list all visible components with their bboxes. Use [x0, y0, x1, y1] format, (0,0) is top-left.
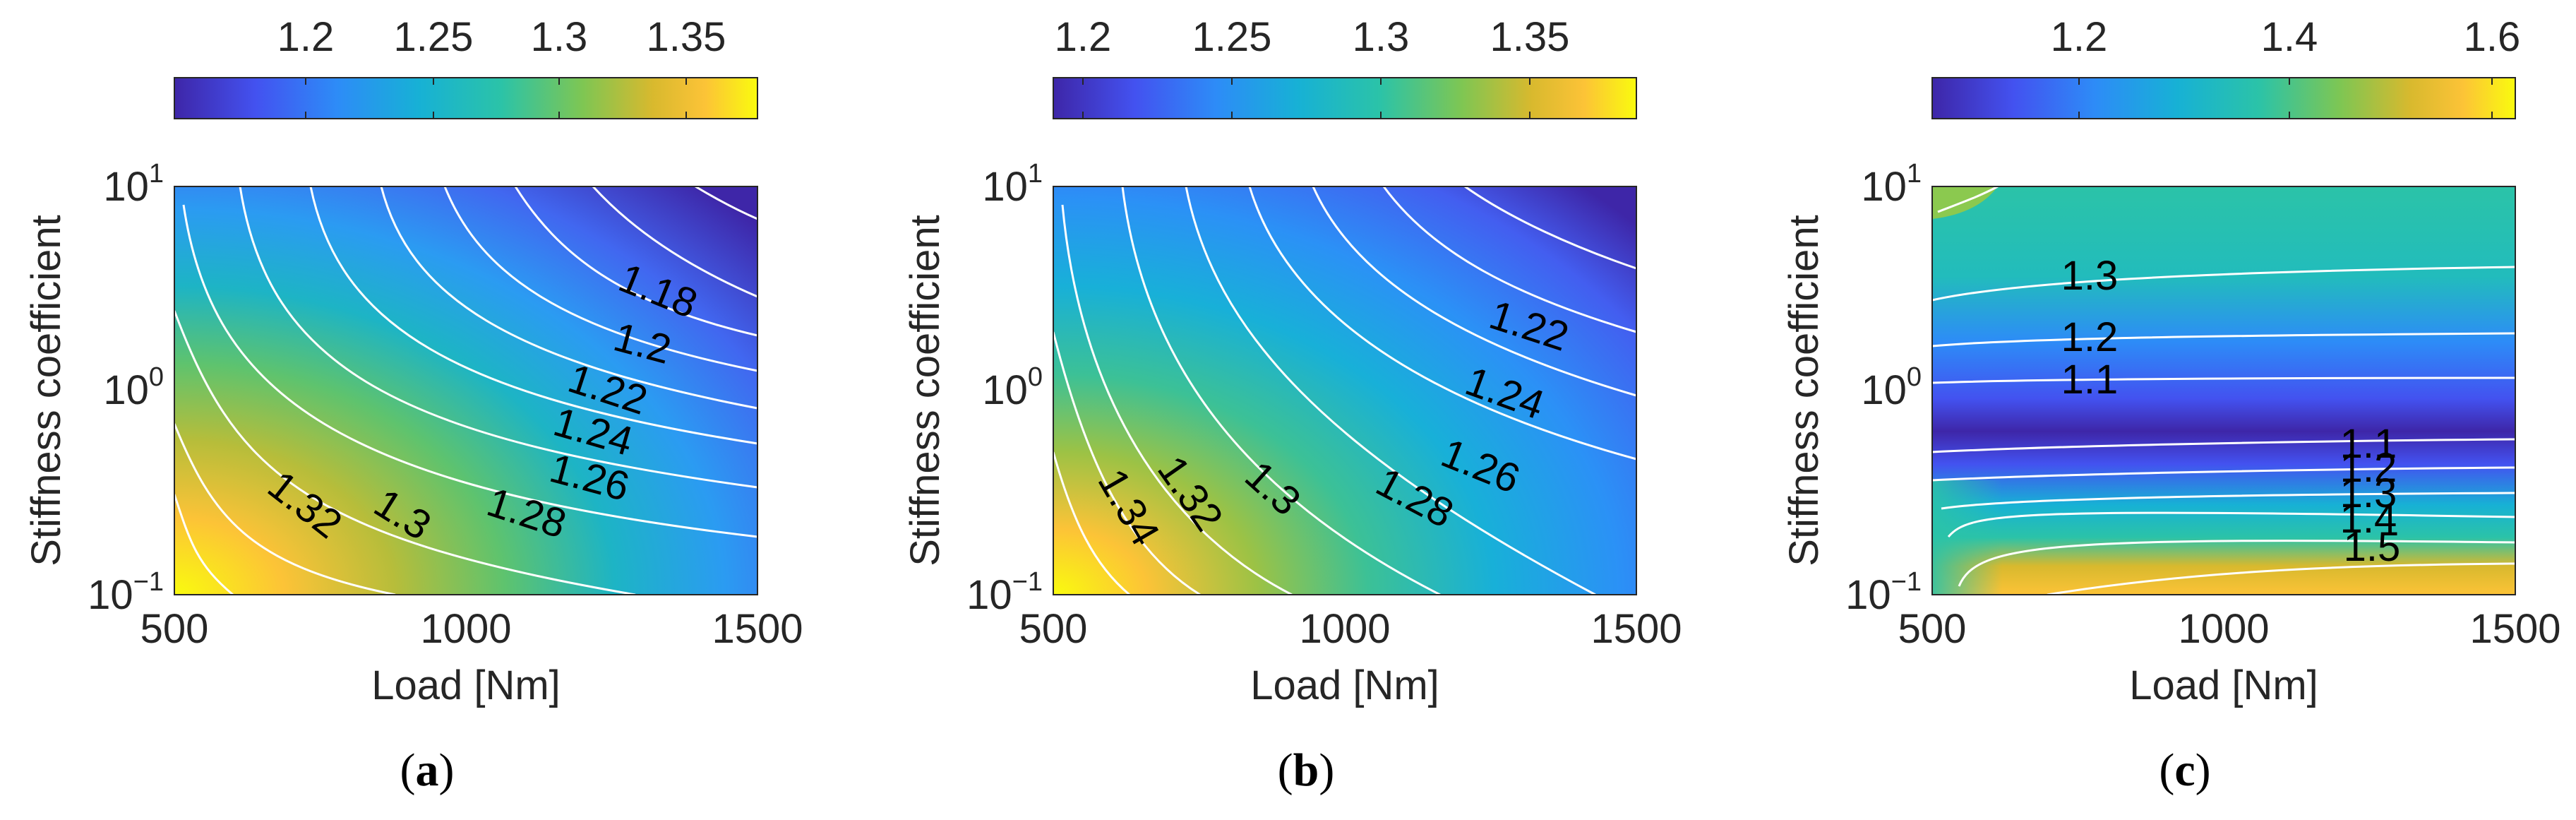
y-ticks-b: 101 100 10−1	[966, 159, 1043, 618]
y-tick-label: 100	[982, 362, 1043, 413]
colorbar-b-tick-label: 1.25	[1192, 14, 1272, 60]
contour-label-c: 1.2	[2061, 314, 2119, 360]
panel-caption-a: (a)	[400, 744, 455, 796]
y-tick-label: 10−1	[88, 567, 164, 618]
y-tick-label: 10−1	[966, 567, 1043, 618]
colorbar-c-tick-label: 1.6	[2464, 14, 2521, 60]
x-tick-label: 500	[140, 606, 209, 652]
plot-frame-b	[1053, 186, 1637, 595]
colorbar-a	[174, 77, 758, 119]
x-tick-label: 1500	[1590, 606, 1682, 652]
y-tick-label: 101	[103, 159, 164, 210]
contour-lines-a	[173, 185, 758, 596]
x-tick-label: 1000	[420, 606, 511, 652]
colorbar-b-tick-label: 1.35	[1490, 14, 1570, 60]
colorbar-a-tick-label: 1.2	[277, 14, 335, 60]
colorbar-c-ticks	[2078, 78, 2493, 119]
heatmap-c-left-shade	[1932, 480, 2515, 595]
x-tick-label: 1000	[2178, 606, 2269, 652]
x-axis-label-a: Load [Nm]	[371, 662, 561, 708]
y-tick-label: 100	[1861, 362, 1922, 413]
contour-label-c: 1.4	[2340, 496, 2397, 542]
contour-lines-c	[1931, 185, 2516, 596]
x-tick-label: 1500	[712, 606, 803, 652]
x-tick-label: 500	[1898, 606, 1967, 652]
colorbar-a-tick-label: 1.25	[394, 14, 474, 60]
x-axis-label-b: Load [Nm]	[1250, 662, 1439, 708]
y-tick-label: 101	[982, 159, 1043, 210]
x-axis-label-c: Load [Nm]	[2129, 662, 2318, 708]
colorbar-b-ticks	[1082, 78, 1530, 119]
panel-c: 1.2 1.4 1.6 1.3 1.2 1.1 1.1 1.2 1.3 1.4 …	[1781, 14, 2561, 796]
panel-b: 1.2 1.25 1.3 1.35 1.22 1.24 1.26 1.28 1.…	[902, 14, 1682, 796]
x-tick-label: 500	[1019, 606, 1088, 652]
colorbar-c-tick-label: 1.4	[2261, 14, 2318, 60]
y-axis-label-b: Stiffness coefficient	[902, 215, 948, 566]
heatmap-b	[1053, 186, 1636, 595]
contour-label-c: 1.1	[2340, 421, 2397, 467]
colorbar-c-tick-label: 1.2	[2051, 14, 2108, 60]
x-ticks-b: 500 1000 1500	[1019, 606, 1682, 652]
y-tick-label: 100	[103, 362, 164, 413]
heatmap-a	[174, 186, 757, 595]
contour-label-c: 1.2	[2340, 445, 2397, 491]
x-ticks-c: 500 1000 1500	[1898, 606, 2561, 652]
x-tick-label: 1000	[1299, 606, 1390, 652]
panel-caption-c: (c)	[2159, 744, 2210, 796]
colorbar-b-tick-label: 1.2	[1055, 14, 1112, 60]
y-ticks-c: 101 100 10−1	[1845, 159, 1922, 618]
y-ticks-a: 101 100 10−1	[88, 159, 164, 618]
y-axis-label-a: Stiffness coefficient	[23, 215, 69, 566]
contour-labels-c: 1.3 1.2 1.1 1.1 1.2 1.3 1.4 1.5	[2061, 253, 2401, 570]
contour-label-c: 1.1	[2061, 357, 2119, 403]
plot-frame-a	[174, 186, 758, 595]
panel-a: 1.2 1.25 1.3 1.35 1.18 1.2 1.22 1.24 1.2…	[23, 14, 803, 796]
colorbar-a-tick-label: 1.3	[531, 14, 588, 60]
panel-caption-b: (b)	[1278, 744, 1335, 796]
plot-frame-c	[1931, 186, 2516, 595]
x-ticks-a: 500 1000 1500	[140, 606, 803, 652]
colorbar-b-tick-label: 1.3	[1353, 14, 1410, 60]
y-tick-label: 10−1	[1845, 567, 1922, 618]
colorbar-a-ticks	[305, 78, 687, 119]
contour-label-c: 1.3	[2340, 470, 2397, 516]
y-axis-label-c: Stiffness coefficient	[1781, 215, 1827, 566]
colorbar-c	[1931, 77, 2516, 119]
colorbar-b	[1053, 77, 1637, 119]
y-tick-label: 101	[1861, 159, 1922, 210]
colorbar-a-tick-label: 1.35	[647, 14, 726, 60]
contour-label-c: 1.5	[2344, 524, 2401, 570]
x-tick-label: 1500	[2469, 606, 2560, 652]
contour-lines-b	[1052, 185, 1637, 596]
contour-label-c: 1.3	[2061, 253, 2119, 299]
